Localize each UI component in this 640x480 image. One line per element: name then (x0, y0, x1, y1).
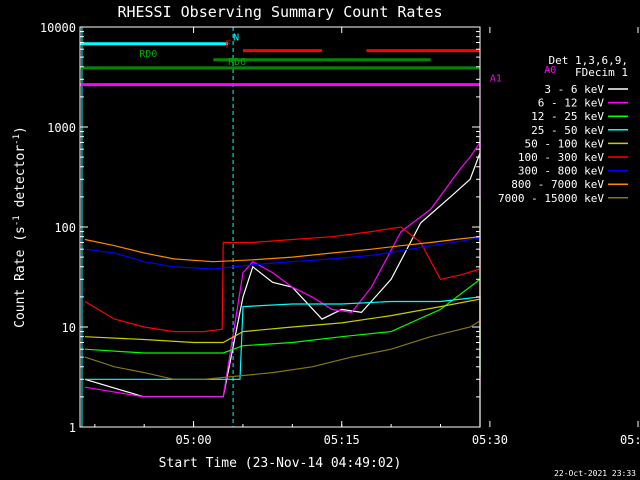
legend-header-0: Det 1,3,6,9, (549, 54, 628, 67)
axes: 05:0005:1505:3005:4506:0006:151101001000… (40, 21, 640, 447)
x-tick-label-0: 05:00 (176, 433, 212, 447)
x-axis-label: Start Time (23-Nov-14 04:49:02) (159, 456, 402, 471)
y-tick-label-0: 1 (69, 421, 76, 435)
legend-header-1: FDecim 1 (575, 66, 628, 79)
legend-label-8: 7000 - 15000 keV (498, 192, 604, 205)
legend-label-3: 25 - 50 keV (531, 124, 604, 137)
x-tick-label-3: 05:45 (620, 433, 640, 447)
y-tick-label-3: 1000 (47, 121, 76, 135)
state-label-rd0: RD0 (139, 49, 157, 60)
legend-label-2: 12 - 25 keV (531, 110, 604, 123)
legend-label-4: 50 - 100 keV (525, 137, 605, 150)
series-group (84, 87, 481, 427)
state-label-n: N (233, 33, 239, 44)
y-tick-label-4: 10000 (40, 21, 76, 35)
legend-label-5: 100 - 300 keV (518, 151, 604, 164)
y-tick-label-2: 100 (54, 221, 76, 235)
plot-frame (79, 26, 481, 428)
x-tick-label-2: 05:30 (472, 433, 508, 447)
legend-label-1: 6 - 12 keV (538, 97, 605, 110)
state-label-f: F (225, 40, 231, 51)
legend-label-0: 3 - 6 keV (544, 83, 604, 96)
series-line-3 (84, 296, 481, 380)
state-label-a1: A1 (490, 74, 502, 85)
state-bars: NF RD0 RD6 A0 A1 (80, 33, 556, 87)
chart-title: RHESSI Observing Summary Count Rates (117, 3, 442, 21)
state-label-rd6: RD6 (228, 57, 246, 68)
legend-label-7: 800 - 7000 keV (511, 178, 604, 191)
x-tick-label-1: 05:15 (324, 433, 360, 447)
y-tick-label-1: 10 (62, 321, 76, 335)
legend-label-6: 300 - 800 keV (518, 165, 604, 178)
y-axis-label: Count Rate (s-1 detector-1) (12, 126, 28, 328)
timestamp: 22-Oct-2021 23:33 (554, 469, 636, 478)
state-label-a0: A0 (544, 65, 556, 76)
